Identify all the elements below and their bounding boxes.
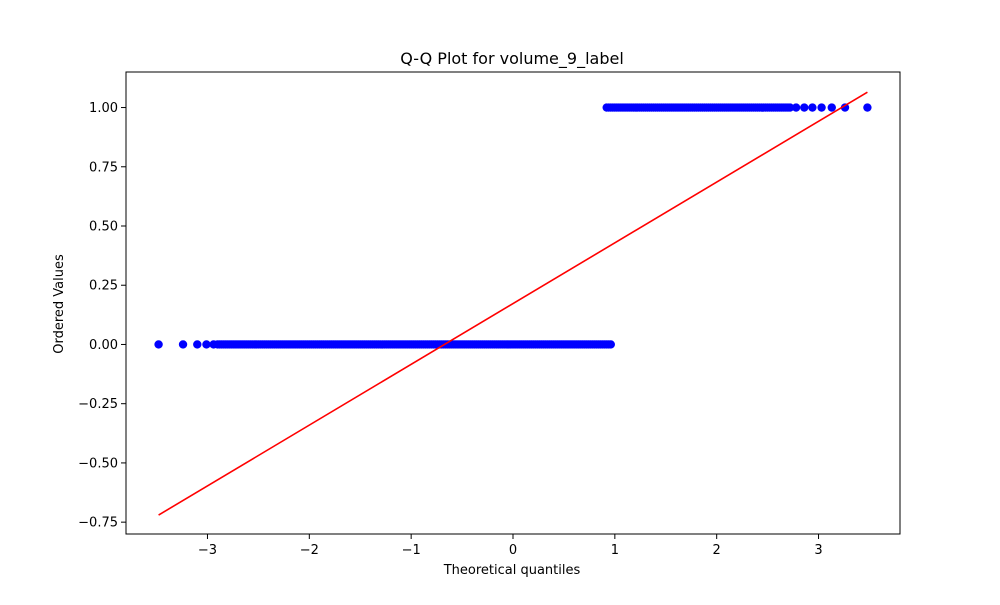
- y-tick-label: −0.25: [78, 397, 118, 412]
- fit-line: [158, 91, 868, 516]
- x-axis-label: Theoretical quantiles: [443, 563, 581, 578]
- data-point: [827, 103, 836, 112]
- data-point: [785, 103, 795, 112]
- y-axis-label: Ordered Values: [52, 254, 67, 354]
- data-point: [791, 103, 801, 112]
- data-point: [193, 340, 202, 349]
- data-point: [606, 340, 615, 349]
- y-tick-label: −0.75: [78, 516, 118, 531]
- data-point: [202, 340, 211, 349]
- data-point: [817, 103, 826, 112]
- data-point: [840, 103, 850, 112]
- y-tick-label: −0.50: [78, 456, 118, 471]
- y-tick-label: 1.00: [89, 101, 118, 116]
- axes-layer: −3 −2 −1 0 1 2 3 −0.75 −0.50 −0.25 0.00 0.25 0.50 0.7…: [78, 71, 901, 558]
- y-tick-label: 0.25: [89, 279, 118, 294]
- data-layer: [154, 91, 872, 516]
- chart-title: Q-Q Plot for volume_9_label: [400, 49, 624, 69]
- x-tick-label: 0: [509, 543, 517, 558]
- data-point: [863, 103, 872, 112]
- x-tick-label: −2: [300, 543, 319, 558]
- x-tick-label: 1: [611, 543, 619, 558]
- y-tick-label: 0.00: [89, 338, 118, 353]
- data-point: [178, 340, 188, 349]
- y-tick-label: 0.75: [89, 160, 118, 175]
- x-tick-label: 2: [713, 543, 721, 558]
- data-point: [808, 103, 817, 112]
- data-point: [800, 103, 809, 112]
- x-tick-label: −3: [198, 543, 217, 558]
- y-tick-label: 0.50: [89, 220, 118, 235]
- x-tick-label: −1: [402, 543, 421, 558]
- data-point: [154, 340, 163, 349]
- x-tick-label: 3: [814, 543, 822, 558]
